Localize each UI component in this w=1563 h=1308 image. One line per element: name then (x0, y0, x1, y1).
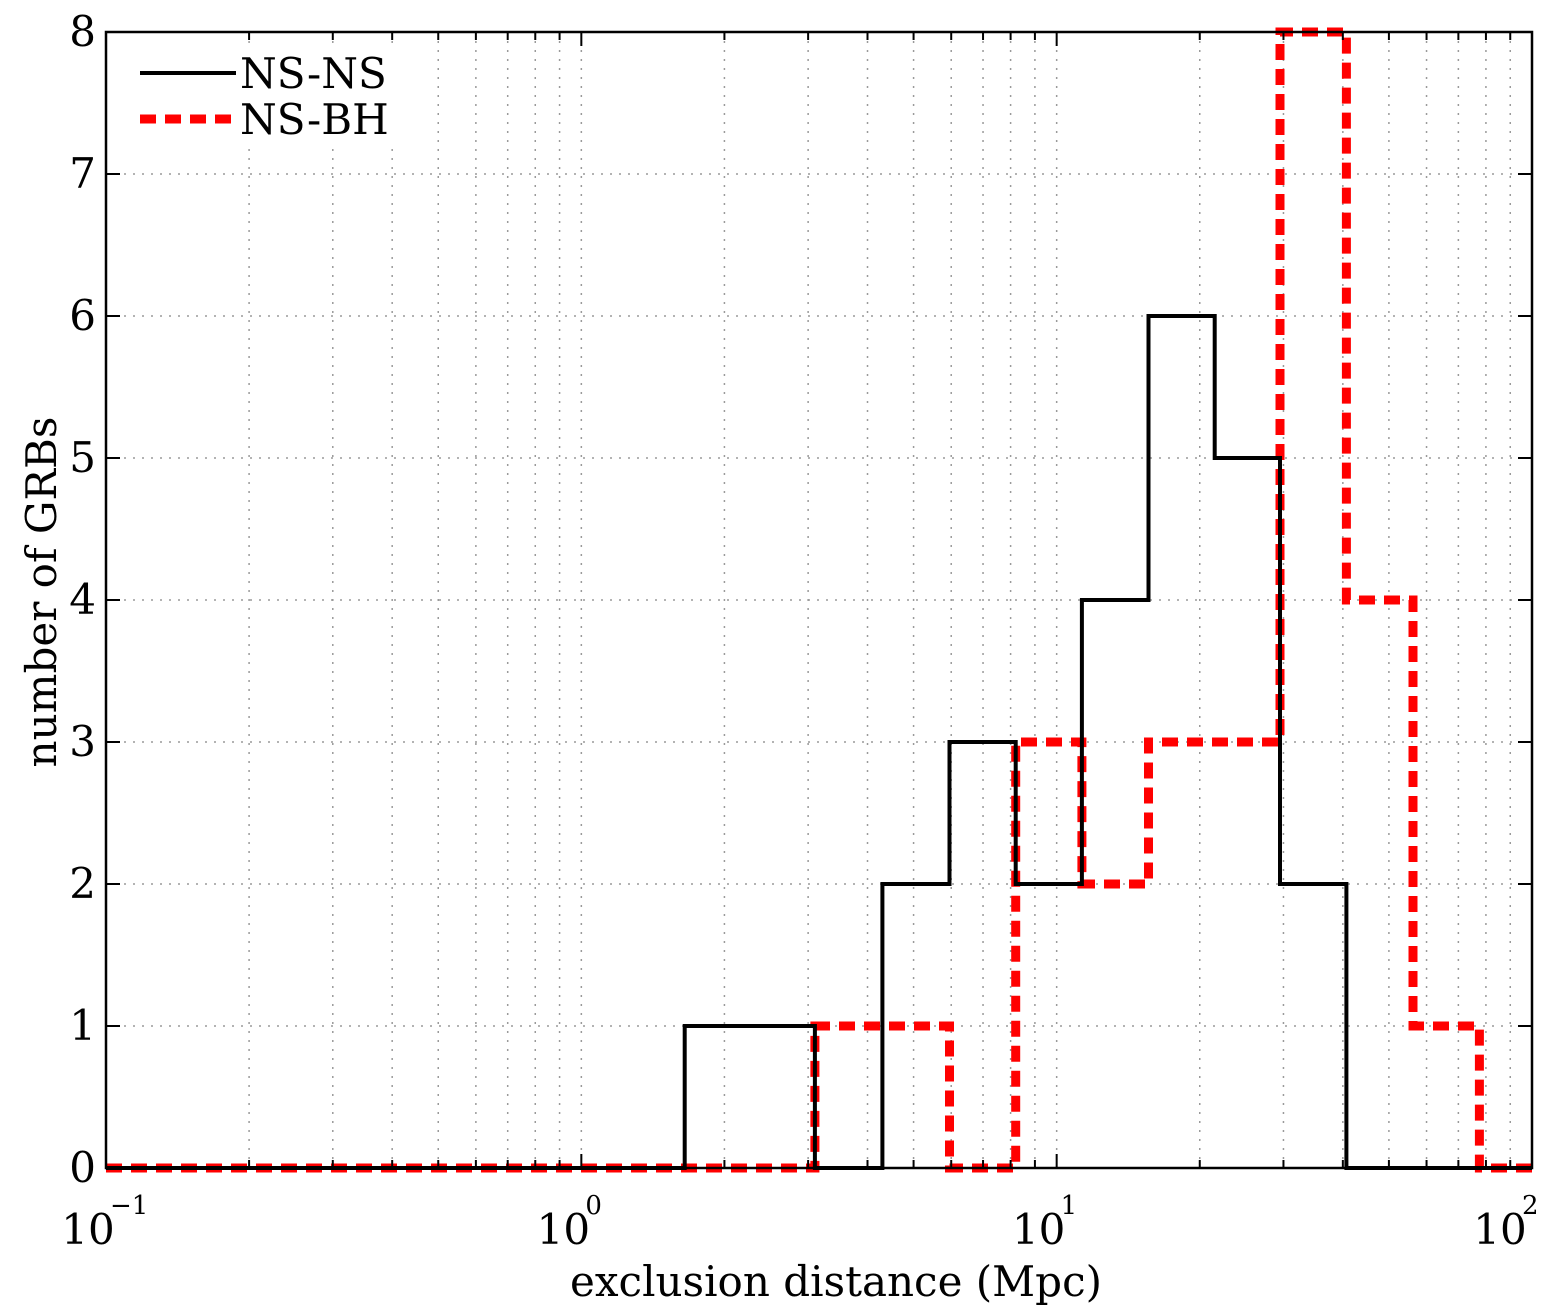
x-axis-label: exclusion distance (Mpc) (570, 1257, 1102, 1306)
y-tick-label: 4 (69, 575, 96, 624)
y-axis-label: number of GRBs (17, 417, 66, 768)
x-tick-label-exponent: 2 (1522, 1191, 1539, 1221)
legend: NS-NS NS-BH (121, 43, 415, 147)
grid-lines (106, 32, 1532, 1168)
legend-label-ns-ns: NS-NS (240, 49, 387, 98)
y-tick-label: 2 (69, 859, 96, 908)
y-tick-label: 8 (69, 7, 96, 56)
series-layer (106, 27, 1532, 1173)
legend-label-ns-bh: NS-BH (240, 95, 389, 144)
x-tick-label: 102 (1473, 1191, 1538, 1254)
series-line-ns-ns (106, 314, 1532, 1170)
series-line-ns-bh (106, 27, 1532, 1173)
x-tick-label-exponent: 1 (1061, 1191, 1078, 1221)
x-tick-labels: 10−1 100 101 102 (61, 1191, 1538, 1254)
y-tick-label: 6 (69, 291, 96, 340)
x-tick-label-base: 10 (1473, 1205, 1526, 1254)
y-tick-label: 5 (69, 433, 96, 482)
x-tick-label: 101 (1012, 1191, 1077, 1254)
y-tick-label: 1 (69, 1001, 96, 1050)
x-tick-label-base: 10 (61, 1205, 114, 1254)
x-tick-label-exponent: 0 (585, 1191, 602, 1221)
y-tick-label: 7 (69, 149, 96, 198)
x-tick-label-base: 10 (537, 1205, 590, 1254)
x-tick-label-base: 10 (1012, 1205, 1065, 1254)
axis-ticks (105, 31, 1532, 1169)
legend-box (121, 43, 415, 147)
x-tick-label: 100 (537, 1191, 602, 1254)
y-tick-label: 3 (69, 717, 96, 766)
x-tick-label: 10−1 (61, 1191, 148, 1254)
x-tick-label-exponent: −1 (110, 1191, 148, 1221)
y-tick-label: 0 (69, 1143, 96, 1192)
y-tick-labels: 0 1 2 3 4 5 6 7 8 (69, 7, 96, 1192)
